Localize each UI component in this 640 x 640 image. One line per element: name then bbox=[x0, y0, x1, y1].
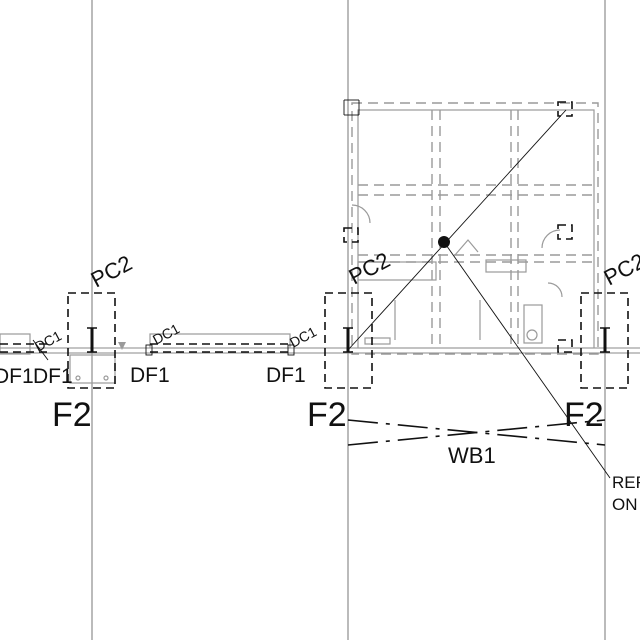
ref-note-line-2: ON bbox=[612, 495, 638, 514]
pile-cap-right bbox=[580, 292, 629, 389]
reference-leaders bbox=[347, 109, 611, 479]
footing-label-mid: F2 bbox=[307, 396, 347, 434]
footing-label-right: F2 bbox=[564, 396, 604, 434]
df-label-1: DF1 bbox=[0, 365, 34, 388]
grid-lines bbox=[91, 0, 606, 640]
ref-note-line-1: REF bbox=[612, 473, 640, 492]
wall-beam-outline bbox=[347, 419, 606, 446]
small-marker bbox=[118, 342, 126, 350]
left-wall-segments bbox=[0, 333, 295, 384]
df-label-3: DF1 bbox=[130, 364, 170, 387]
pile-cap-label-right: PC2 bbox=[600, 248, 640, 290]
column-marker bbox=[343, 99, 360, 116]
dc-label-3: DC1 bbox=[287, 323, 319, 350]
df-label-4: DF1 bbox=[266, 364, 306, 387]
reference-dot bbox=[438, 236, 450, 248]
column-markers bbox=[343, 99, 573, 353]
df-label-2: DF1 bbox=[33, 365, 73, 388]
ghost-floor-plan bbox=[351, 102, 599, 355]
pile-cap-mid bbox=[324, 292, 373, 389]
dc-label-1: DC1 bbox=[32, 327, 64, 354]
wall-beam-label: WB1 bbox=[448, 443, 496, 468]
pile-cap-label-mid: PC2 bbox=[345, 247, 395, 289]
pile-cap-label-left: PC2 bbox=[87, 250, 137, 292]
pile-cap-left bbox=[67, 292, 116, 389]
footing-label-left: F2 bbox=[52, 396, 92, 434]
